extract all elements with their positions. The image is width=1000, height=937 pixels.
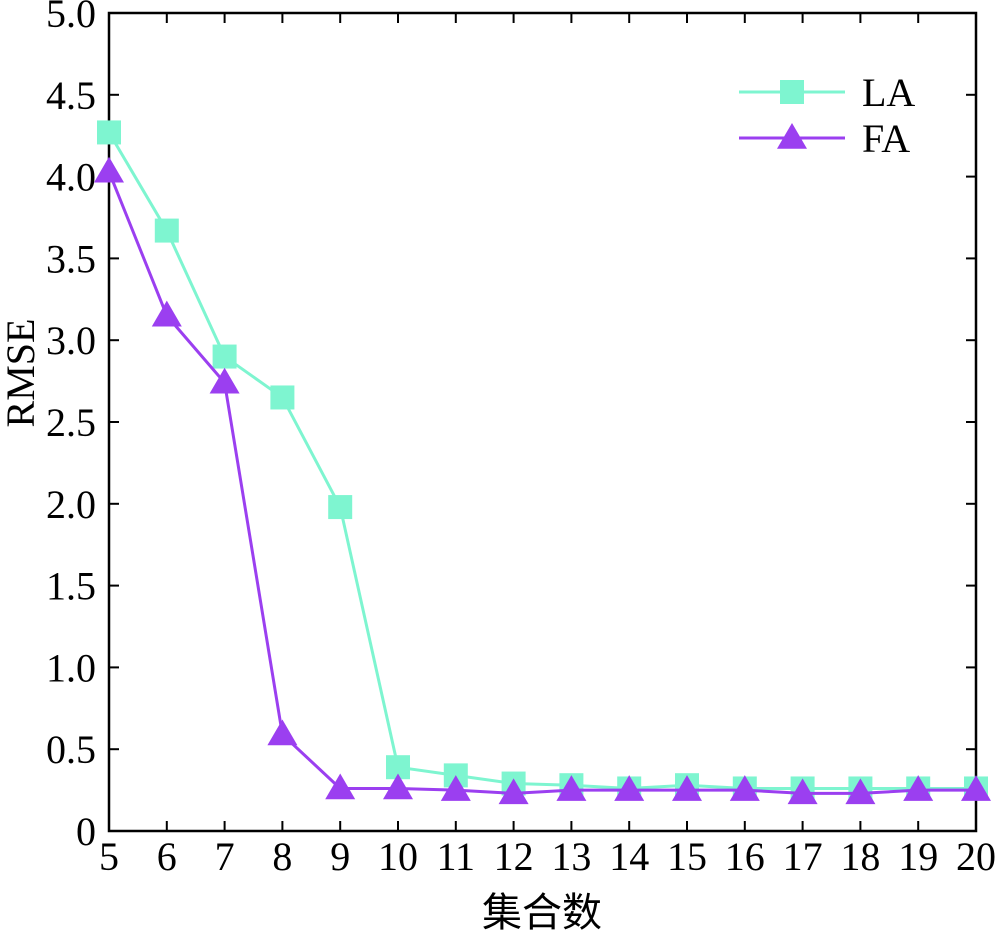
x-tick-label: 7 xyxy=(215,834,235,879)
data-point-fa xyxy=(498,778,529,805)
y-tick-label: 1.0 xyxy=(46,645,96,690)
x-tick-label: 11 xyxy=(437,834,476,879)
legend-item-la: LA xyxy=(739,70,915,115)
legend-item-fa: FA xyxy=(739,116,910,161)
x-tick-label: 8 xyxy=(272,834,292,879)
x-tick-label: 5 xyxy=(99,834,119,879)
data-point-la xyxy=(270,385,295,410)
x-tick-label: 12 xyxy=(494,834,534,879)
data-point-fa xyxy=(209,367,240,394)
data-point-la xyxy=(328,495,353,520)
data-point-fa xyxy=(94,156,124,183)
data-point-la xyxy=(97,120,121,145)
data-point-fa xyxy=(151,300,182,327)
data-point-fa xyxy=(614,775,645,801)
series-fa xyxy=(94,156,991,805)
x-tick-label: 14 xyxy=(609,834,649,879)
x-tick-label: 16 xyxy=(725,834,765,879)
data-point-fa xyxy=(903,775,934,801)
x-tick-label: 10 xyxy=(378,834,418,879)
x-tick-label: 20 xyxy=(956,834,996,879)
data-point-fa xyxy=(383,773,413,800)
y-tick-label: 5.0 xyxy=(46,0,96,36)
y-tick-label: 3.5 xyxy=(46,236,96,281)
data-point-fa xyxy=(845,778,876,805)
y-axis-title: RMSE xyxy=(0,319,43,428)
data-point-fa xyxy=(325,773,356,800)
data-point-fa xyxy=(729,775,760,801)
plot-series xyxy=(94,120,991,805)
data-point-fa xyxy=(267,719,298,746)
data-point-fa xyxy=(961,775,991,801)
legend-marker xyxy=(780,80,804,104)
series-line-fa xyxy=(107,171,976,795)
axes: 5 6 7 8 9 10 11 12 13 14 15 16 17 18 19 20 0 0.5 1.0 1.5 2.0… xyxy=(46,0,996,879)
x-axis-title: 集合数 xyxy=(482,890,602,935)
x-tick-label: 15 xyxy=(667,834,707,879)
y-tick-label: 0 xyxy=(76,809,96,854)
data-point-la xyxy=(212,344,237,369)
y-tick-label: 2.0 xyxy=(46,482,96,527)
x-tick-label: 13 xyxy=(551,834,591,879)
legend-label: LA xyxy=(862,70,915,115)
x-tick-label: 17 xyxy=(783,834,823,879)
data-point-fa xyxy=(672,775,702,801)
data-point-fa xyxy=(556,775,587,801)
x-tick-label: 18 xyxy=(840,834,880,879)
y-tick-label: 4.0 xyxy=(46,155,96,200)
legend-label: FA xyxy=(862,116,910,161)
legend-marker xyxy=(777,123,807,149)
data-point-fa xyxy=(787,778,818,805)
plot-frame xyxy=(107,11,978,833)
y-tick-label: 3.0 xyxy=(46,318,96,363)
y-tick-label: 0.5 xyxy=(46,727,96,772)
series-la xyxy=(97,120,988,801)
x-tick-label: 19 xyxy=(898,834,938,879)
series-line-la xyxy=(107,131,976,790)
y-tick-label: 1.5 xyxy=(46,564,96,609)
data-point-fa xyxy=(440,775,471,801)
x-tick-label: 9 xyxy=(330,834,350,879)
x-tick-label: 6 xyxy=(157,834,177,879)
y-tick-label: 2.5 xyxy=(46,400,96,445)
y-tick-label: 4.5 xyxy=(46,73,96,118)
data-point-la xyxy=(154,218,179,243)
